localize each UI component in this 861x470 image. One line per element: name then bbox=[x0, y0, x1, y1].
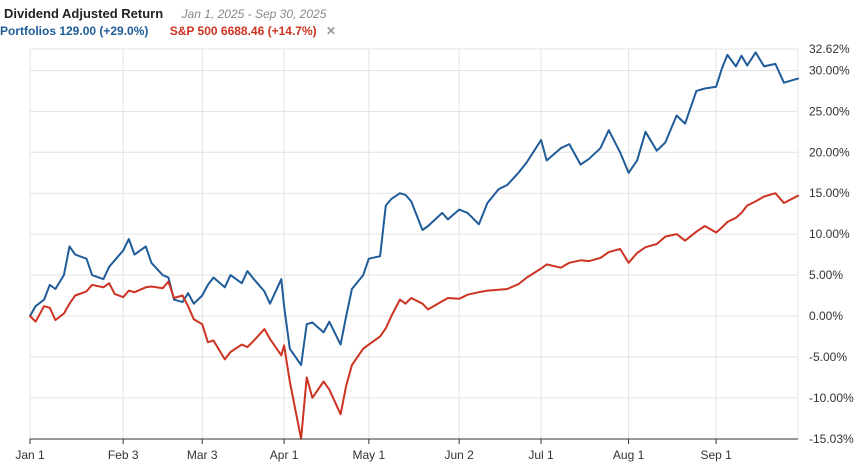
axes: 32.62% 30.00% 25.00% 20.00% 15.00% 10.00% 5.00… bbox=[15, 42, 854, 462]
x-tick-label: May 1 bbox=[352, 448, 385, 462]
series-lines bbox=[29, 51, 799, 440]
x-tick-label: Jan 1 bbox=[15, 448, 45, 462]
y-tick-label: -15.03% bbox=[809, 432, 854, 446]
legend-item-portfolios[interactable]: Portfolios 129.00 (+29.0%) bbox=[0, 24, 149, 38]
y-tick-label: 5.00% bbox=[809, 268, 843, 282]
y-tick-label: 32.62% bbox=[809, 42, 850, 56]
date-range: Jan 1, 2025 - Sep 30, 2025 bbox=[181, 7, 327, 21]
x-tick-label: Sep 1 bbox=[700, 448, 732, 462]
y-tick-label: -5.00% bbox=[809, 350, 847, 364]
x-tick-label: Jun 2 bbox=[444, 448, 474, 462]
y-tick-label: 0.00% bbox=[809, 309, 843, 323]
y-tick-label: -10.00% bbox=[809, 391, 854, 405]
x-tick-label: Mar 3 bbox=[187, 448, 218, 462]
series-line-s-p-500 bbox=[29, 192, 799, 440]
title-row: Dividend Adjusted Return Jan 1, 2025 - S… bbox=[4, 5, 326, 23]
x-tick-label: Aug 1 bbox=[613, 448, 645, 462]
y-tick-label: 25.00% bbox=[809, 104, 850, 118]
y-tick-label: 30.00% bbox=[809, 63, 850, 77]
legend-item-sp500[interactable]: S&P 500 6688.46 (+14.7%) bbox=[169, 24, 317, 38]
y-tick-label: 15.00% bbox=[809, 186, 850, 200]
series-line-portfolios bbox=[29, 51, 799, 367]
grid-lines bbox=[29, 48, 799, 440]
x-tick-label: Apr 1 bbox=[270, 448, 299, 462]
x-tick-label: Feb 3 bbox=[108, 448, 139, 462]
y-tick-label: 20.00% bbox=[809, 145, 850, 159]
chart-header: Dividend Adjusted Return Jan 1, 2025 - S… bbox=[0, 0, 861, 44]
legend: Portfolios 129.00 (+29.0%) S&P 500 6688.… bbox=[0, 24, 336, 38]
x-tick-label: Jul 1 bbox=[528, 448, 554, 462]
remove-series-icon[interactable]: ✕ bbox=[325, 24, 337, 38]
y-tick-label: 10.00% bbox=[809, 227, 850, 241]
chart-title: Dividend Adjusted Return bbox=[4, 6, 164, 21]
